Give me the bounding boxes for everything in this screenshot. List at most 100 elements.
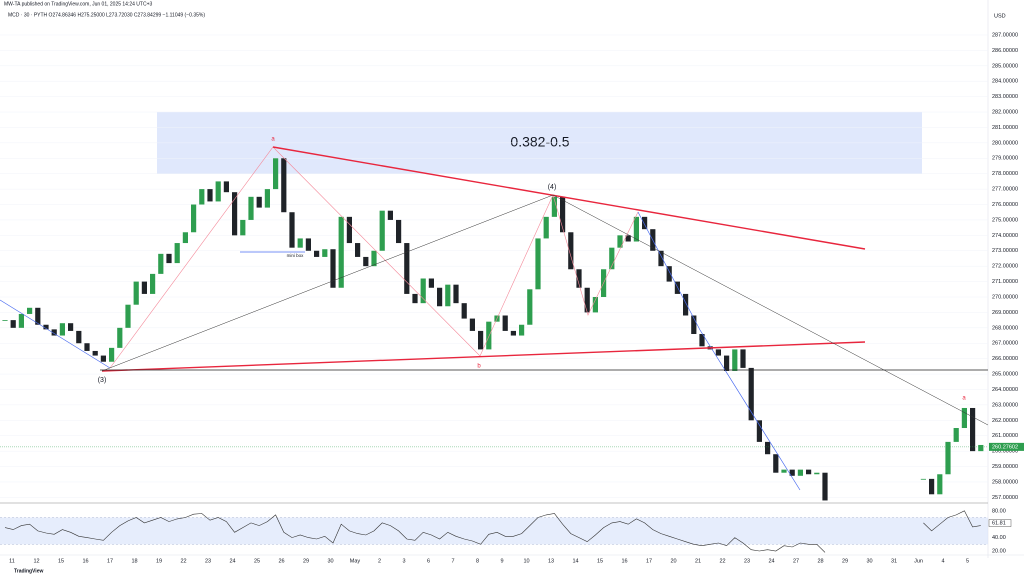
y-tick-label: 257.00000 xyxy=(992,495,1018,501)
x-tick-label: 24 xyxy=(229,558,235,564)
candle xyxy=(379,210,385,251)
candle xyxy=(551,196,557,217)
candle xyxy=(519,324,525,336)
y-tick-label: 287.00000 xyxy=(992,32,1018,38)
y-tick-label: 263.00000 xyxy=(992,402,1018,408)
candle xyxy=(543,216,549,239)
candle xyxy=(191,204,197,233)
x-tick-label: Jun xyxy=(914,558,923,564)
x-tick-label: 23 xyxy=(744,558,750,564)
candle xyxy=(453,284,459,304)
candle xyxy=(642,216,648,230)
candle xyxy=(223,181,229,193)
candle xyxy=(773,454,779,473)
candle xyxy=(2,320,8,321)
x-tick-label: 3 xyxy=(402,558,405,564)
wave-path-blue xyxy=(0,299,111,369)
mini-box-label: mini box xyxy=(287,253,305,258)
candle xyxy=(945,441,951,475)
x-tick-label: 16 xyxy=(621,558,627,564)
y-tick-label: 262.00000 xyxy=(992,418,1018,424)
y-tick-label: 260.00000 xyxy=(992,449,1018,455)
candle xyxy=(683,293,689,316)
candle xyxy=(560,196,566,233)
last-price-label: 260.27602 xyxy=(992,444,1018,450)
candle xyxy=(461,303,467,319)
candle xyxy=(478,330,484,350)
trendline xyxy=(552,194,989,426)
x-tick-label: 30 xyxy=(327,558,333,564)
candle xyxy=(576,269,582,288)
y-tick-label: 274.00000 xyxy=(992,233,1018,239)
candle xyxy=(305,238,311,251)
candle xyxy=(256,196,262,208)
x-tick-label: 12 xyxy=(33,558,39,564)
candle xyxy=(158,253,164,274)
trendline xyxy=(272,146,866,250)
candle xyxy=(806,469,812,475)
candle xyxy=(51,329,57,336)
x-tick-label: 7 xyxy=(451,558,454,564)
y-tick-label: 283.00000 xyxy=(992,94,1018,100)
y-tick-label: 259.00000 xyxy=(992,464,1018,470)
candle xyxy=(699,333,705,347)
candle xyxy=(502,315,508,331)
x-tick-label: 6 xyxy=(427,558,430,564)
y-tick-label: 267.00000 xyxy=(992,341,1018,347)
candle xyxy=(756,420,762,442)
logo: TradingView xyxy=(14,568,43,574)
x-tick-label: 15 xyxy=(597,558,603,564)
candle xyxy=(929,478,935,495)
y-tick-label: 269.00000 xyxy=(992,310,1018,316)
rsi-last-label: 61.81 xyxy=(992,520,1006,526)
rsi-tick-label: 80.00 xyxy=(992,508,1006,514)
x-tick-label: 29 xyxy=(303,558,309,564)
y-tick-label: 281.00000 xyxy=(992,125,1018,131)
candle xyxy=(18,313,24,328)
candle xyxy=(765,441,771,455)
x-tick-label: May xyxy=(350,558,361,564)
y-tick-label: 280.00000 xyxy=(992,140,1018,146)
candle xyxy=(822,472,828,501)
x-tick-label: 28 xyxy=(817,558,823,564)
x-tick-label: 5 xyxy=(966,558,969,564)
candle xyxy=(814,472,820,475)
candle xyxy=(346,216,352,244)
x-tick-label: 23 xyxy=(205,558,211,564)
candle xyxy=(691,315,697,334)
candle xyxy=(141,281,147,294)
x-tick-label: 11 xyxy=(9,558,15,564)
x-tick-label: 8 xyxy=(476,558,479,564)
candle xyxy=(117,327,123,348)
y-tick-label: 286.00000 xyxy=(992,48,1018,54)
zone-label: 0.382-0.5 xyxy=(510,134,569,150)
candle xyxy=(92,350,98,356)
y-tick-label: 278.00000 xyxy=(992,171,1018,177)
candle xyxy=(609,247,615,270)
wave-label: a xyxy=(962,396,966,402)
y-tick-label: 275.00000 xyxy=(992,217,1018,223)
symbol-info: MCD · 30 · PYTH O274.86346 H275.25000 L2… xyxy=(8,12,205,18)
trendline xyxy=(101,194,554,372)
candle xyxy=(84,343,90,351)
y-tick-label: 277.00000 xyxy=(992,187,1018,193)
candle xyxy=(387,210,393,220)
candle xyxy=(953,428,959,442)
rsi-line xyxy=(4,510,981,553)
rsi-last-box xyxy=(988,519,1012,527)
candle xyxy=(281,158,287,213)
candle xyxy=(445,284,451,307)
candle xyxy=(584,287,590,313)
candle xyxy=(133,281,139,305)
candle xyxy=(232,192,238,236)
candle xyxy=(797,469,803,476)
candle xyxy=(527,289,533,325)
candle xyxy=(404,243,410,294)
candle xyxy=(740,349,746,368)
candle xyxy=(215,181,221,202)
rsi-tick-label: 20.00 xyxy=(992,548,1006,554)
y-tick-label: 266.00000 xyxy=(992,356,1018,362)
wave-path-blue xyxy=(637,211,801,491)
candle xyxy=(469,318,475,331)
